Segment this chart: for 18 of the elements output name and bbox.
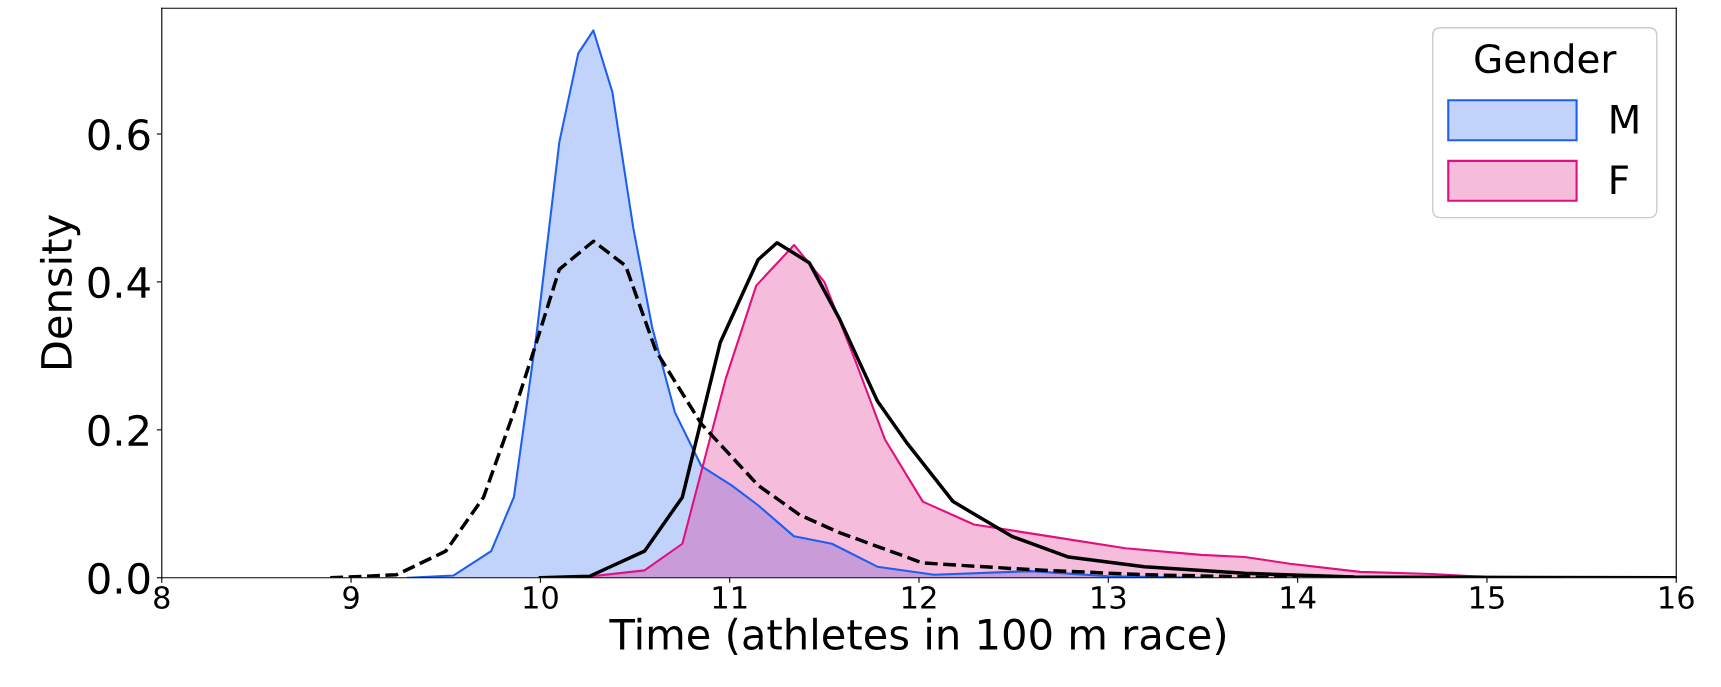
legend-title: Gender [1475, 43, 1617, 74]
x-tick-label: 15 [1470, 586, 1504, 610]
y-tick-label: 0.0 [88, 562, 150, 595]
legend-label: F [1611, 165, 1628, 194]
x-tick-label: 11 [713, 586, 747, 609]
x-axis-title: Time (athletes in 100 m race) [609, 617, 1226, 655]
x-tick-label: 14 [1281, 586, 1316, 609]
x-tick-label: 16 [1660, 585, 1694, 610]
x-tick-label: 10 [524, 585, 558, 610]
y-tick-label: 0.6 [88, 118, 150, 151]
legend-label: M [1611, 105, 1638, 134]
x-tick-label: 12 [902, 585, 936, 609]
y-axis-title: Density [39, 215, 81, 369]
x-tick-label: 8 [154, 585, 170, 610]
x-tick-label: 13 [1092, 585, 1126, 610]
y-tick-label: 0.4 [88, 266, 150, 299]
y-tick-label: 0.2 [88, 414, 148, 447]
x-tick-label: 9 [343, 585, 359, 610]
